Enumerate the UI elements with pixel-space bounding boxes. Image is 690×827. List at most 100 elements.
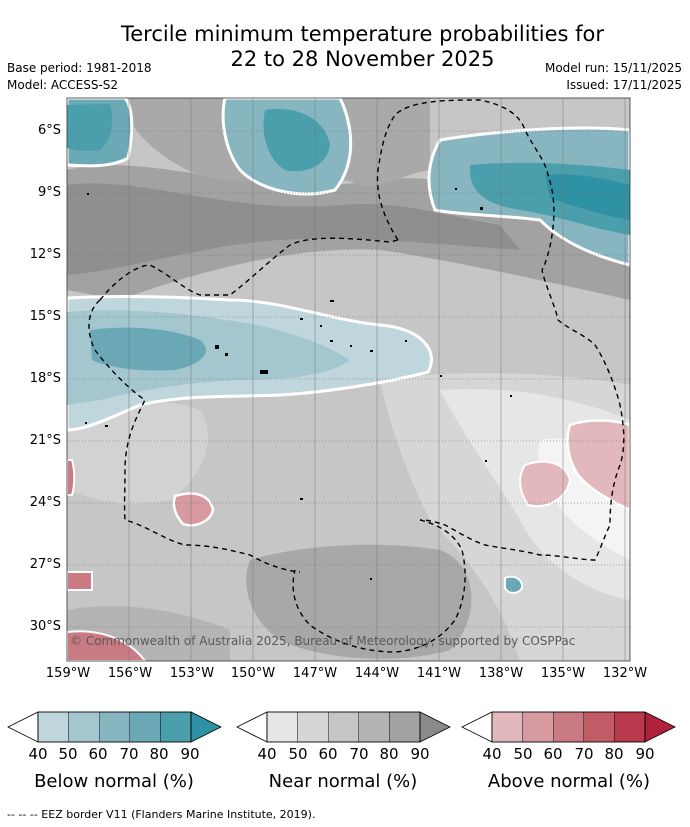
base-info: Base period: 1981-2018 Model: ACCESS-S2: [7, 60, 152, 94]
lon-label: 144°W: [354, 666, 400, 681]
above-normal-region-east2: [519, 460, 572, 508]
legend-tick: 50: [513, 745, 533, 763]
lat-label: 21°S: [29, 433, 61, 448]
legend-tick: 80: [604, 745, 624, 763]
title-line-1: Tercile minimum temperature probabilitie…: [120, 22, 605, 46]
legend-tick: 70: [349, 745, 369, 763]
legend-tick: 90: [410, 745, 430, 763]
lon-label: 153°W: [169, 666, 215, 681]
legend-tick: 70: [574, 745, 594, 763]
lon-label: 150°W: [230, 666, 276, 681]
legend-tick: 60: [543, 745, 563, 763]
below-normal-core-north: [263, 109, 330, 172]
below-normal-core-nw: [67, 104, 113, 151]
colorbar-segment: [68, 711, 100, 743]
legend-above-colorbar: [461, 711, 676, 743]
base-period: Base period: 1981-2018: [7, 61, 152, 75]
legend-title-near: Near normal (%): [268, 771, 418, 792]
below-normal-region-se: [504, 575, 524, 594]
colorbar-arrow-high: [644, 711, 676, 743]
lat-label: 24°S: [29, 495, 61, 510]
eez-border-east: [376, 99, 625, 561]
lon-label: 159°W: [45, 666, 91, 681]
legend-tick: 50: [58, 745, 78, 763]
above-normal-region-w: [67, 459, 76, 496]
issued-date: Issued: 17/11/2025: [566, 78, 682, 92]
colorbar-segment: [266, 711, 298, 743]
lon-label: 138°W: [478, 666, 524, 681]
near-normal-zone-south: [246, 544, 472, 659]
colorbar-segment: [328, 711, 360, 743]
eez-border-central: [88, 237, 399, 573]
lon-label: 135°W: [540, 666, 586, 681]
run-info: Model run: 15/11/2025 Issued: 17/11/2025: [545, 60, 682, 94]
legend-tick: 70: [119, 745, 139, 763]
lat-label: 6°S: [37, 123, 61, 138]
lon-label: 141°W: [416, 666, 462, 681]
lat-label: 15°S: [29, 309, 61, 324]
above-normal-region-w2: [67, 571, 93, 591]
above-normal-region-east: [566, 419, 630, 512]
legend-tick: 90: [635, 745, 655, 763]
legend-tick: 60: [88, 745, 108, 763]
colorbar-arrow-high: [419, 711, 451, 743]
colorbar-segment: [583, 711, 615, 743]
meridians: [128, 98, 626, 661]
lat-label: 30°S: [29, 619, 61, 634]
below-normal-peak-ne: [545, 174, 630, 220]
legend-near-colorbar: [236, 711, 451, 743]
graticule: [67, 130, 630, 628]
near-normal-zone-west: [67, 400, 209, 505]
colorbar-frame: [491, 711, 646, 743]
colorbar-arrow-low: [7, 711, 39, 743]
near-normal-zone-north-core: [67, 183, 520, 275]
colorbar-segment: [389, 711, 421, 743]
lat-label: 12°S: [29, 247, 61, 262]
eez-border-south: [292, 519, 466, 653]
below-normal-core-central: [90, 327, 206, 371]
legend-tick: 40: [482, 745, 502, 763]
model-name: Model: ACCESS-S2: [7, 78, 119, 92]
colorbar-segment: [297, 711, 329, 743]
legend-tick: 80: [149, 745, 169, 763]
copyright-notice: © Commonwealth of Australia 2025, Bureau…: [70, 634, 576, 648]
colorbar-segment: [358, 711, 390, 743]
lat-label: 9°S: [37, 185, 61, 200]
islands: [85, 188, 512, 580]
legend-title-below: Below normal (%): [34, 771, 194, 792]
colorbar-segment: [129, 711, 161, 743]
legend-tick: 90: [180, 745, 200, 763]
colorbar-segment: [37, 711, 69, 743]
legend-tick: 40: [28, 745, 48, 763]
legend-tick: 40: [257, 745, 277, 763]
legend-below-colorbar: [7, 711, 222, 743]
lat-label: 18°S: [29, 371, 61, 386]
colorbar-frame: [266, 711, 421, 743]
colorbar-segment: [160, 711, 192, 743]
model-run: Model run: 15/11/2025: [544, 61, 682, 75]
colorbar-frame: [37, 711, 192, 743]
colorbar-segment: [614, 711, 646, 743]
colorbar-arrow-high: [190, 711, 222, 743]
above-normal-region-sw: [172, 492, 215, 527]
legend-tick: 80: [379, 745, 399, 763]
title-line-2: 22 to 28 November 2025: [230, 47, 495, 71]
colorbar-segment: [553, 711, 585, 743]
map-frame: [66, 97, 631, 662]
legend-tick: 50: [288, 745, 308, 763]
colorbar-segment: [98, 711, 130, 743]
lon-label: 132°W: [602, 666, 648, 681]
lon-label: 156°W: [107, 666, 153, 681]
legend-title-above: Above normal (%): [487, 771, 651, 792]
colorbar-arrow-low: [236, 711, 268, 743]
lat-label: 27°S: [29, 557, 61, 572]
legend-tick: 60: [318, 745, 338, 763]
colorbar-segment: [522, 711, 554, 743]
colorbar-segment: [491, 711, 523, 743]
map-title: Tercile minimum temperature probabilitie…: [0, 22, 690, 72]
colorbar-arrow-low: [461, 711, 493, 743]
lon-label: 147°W: [292, 666, 338, 681]
eez-footnote: -- -- -- EEZ border V11 (Flanders Marine…: [7, 808, 316, 821]
